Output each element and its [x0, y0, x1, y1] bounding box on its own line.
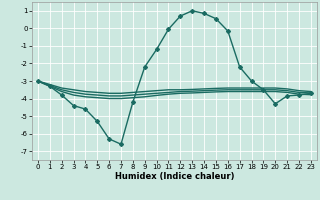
X-axis label: Humidex (Indice chaleur): Humidex (Indice chaleur) — [115, 172, 234, 181]
